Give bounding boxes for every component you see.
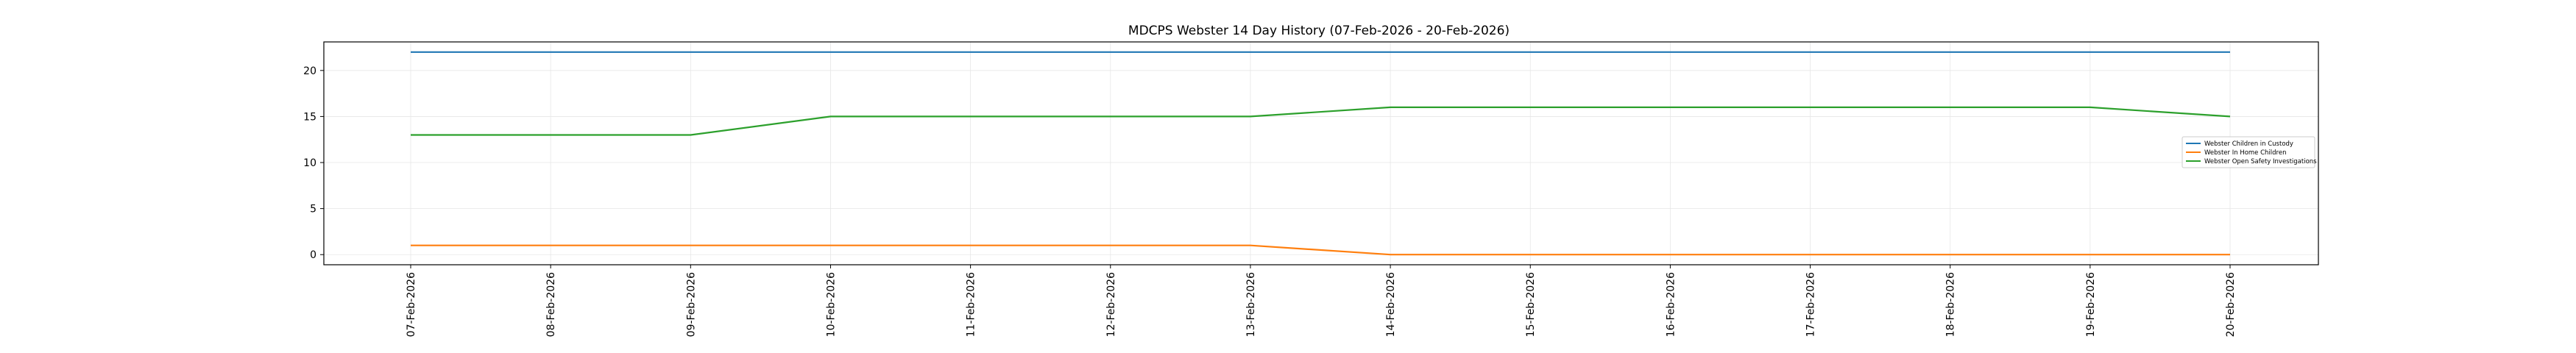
y-tick-label: 5 [310,204,316,215]
series-line [411,244,2230,256]
grid [324,42,2318,265]
x-axis: 07-Feb-2026 08-Feb-2026 09-Feb-2026 10-Feb-… [406,265,2237,337]
y-tick-label: 15 [303,111,316,123]
x-tick-label: 08-Feb-2026 [545,272,557,337]
series-lines [411,51,2231,256]
plot-frame [323,41,2319,265]
x-tick-label: 17-Feb-2026 [1805,272,1817,337]
x-tick-label: 09-Feb-2026 [685,272,697,337]
x-tick-label: 16-Feb-2026 [1665,272,1677,337]
x-tick-label: 12-Feb-2026 [1105,272,1117,337]
x-tick-label: 15-Feb-2026 [1525,272,1537,337]
x-tick-label: 11-Feb-2026 [966,272,977,337]
x-tick-label: 20-Feb-2026 [2225,272,2237,337]
legend-box [2182,136,2315,168]
x-tick-label: 13-Feb-2026 [1245,272,1257,337]
legend-label: Webster In Home Children [2204,149,2286,157]
x-tick-label: 19-Feb-2026 [2085,272,2097,337]
x-tick-label: 07-Feb-2026 [406,272,417,337]
y-tick-label: 0 [310,249,316,261]
x-tick-label: 10-Feb-2026 [825,272,837,337]
y-tick-label: 10 [303,157,316,169]
y-axis: 0 5 10 15 20 [303,65,324,261]
y-tick-label: 20 [303,65,316,77]
series-line [411,106,2231,136]
chart-title: MDCPS Webster 14 Day History (07-Feb-202… [1128,24,1510,38]
x-tick-label: 14-Feb-2026 [1385,272,1397,337]
legend-label: Webster Children in Custody [2204,140,2293,148]
x-tick-label: 18-Feb-2026 [1945,272,1957,337]
legend-label: Webster Open Safety Investigations [2204,158,2317,165]
